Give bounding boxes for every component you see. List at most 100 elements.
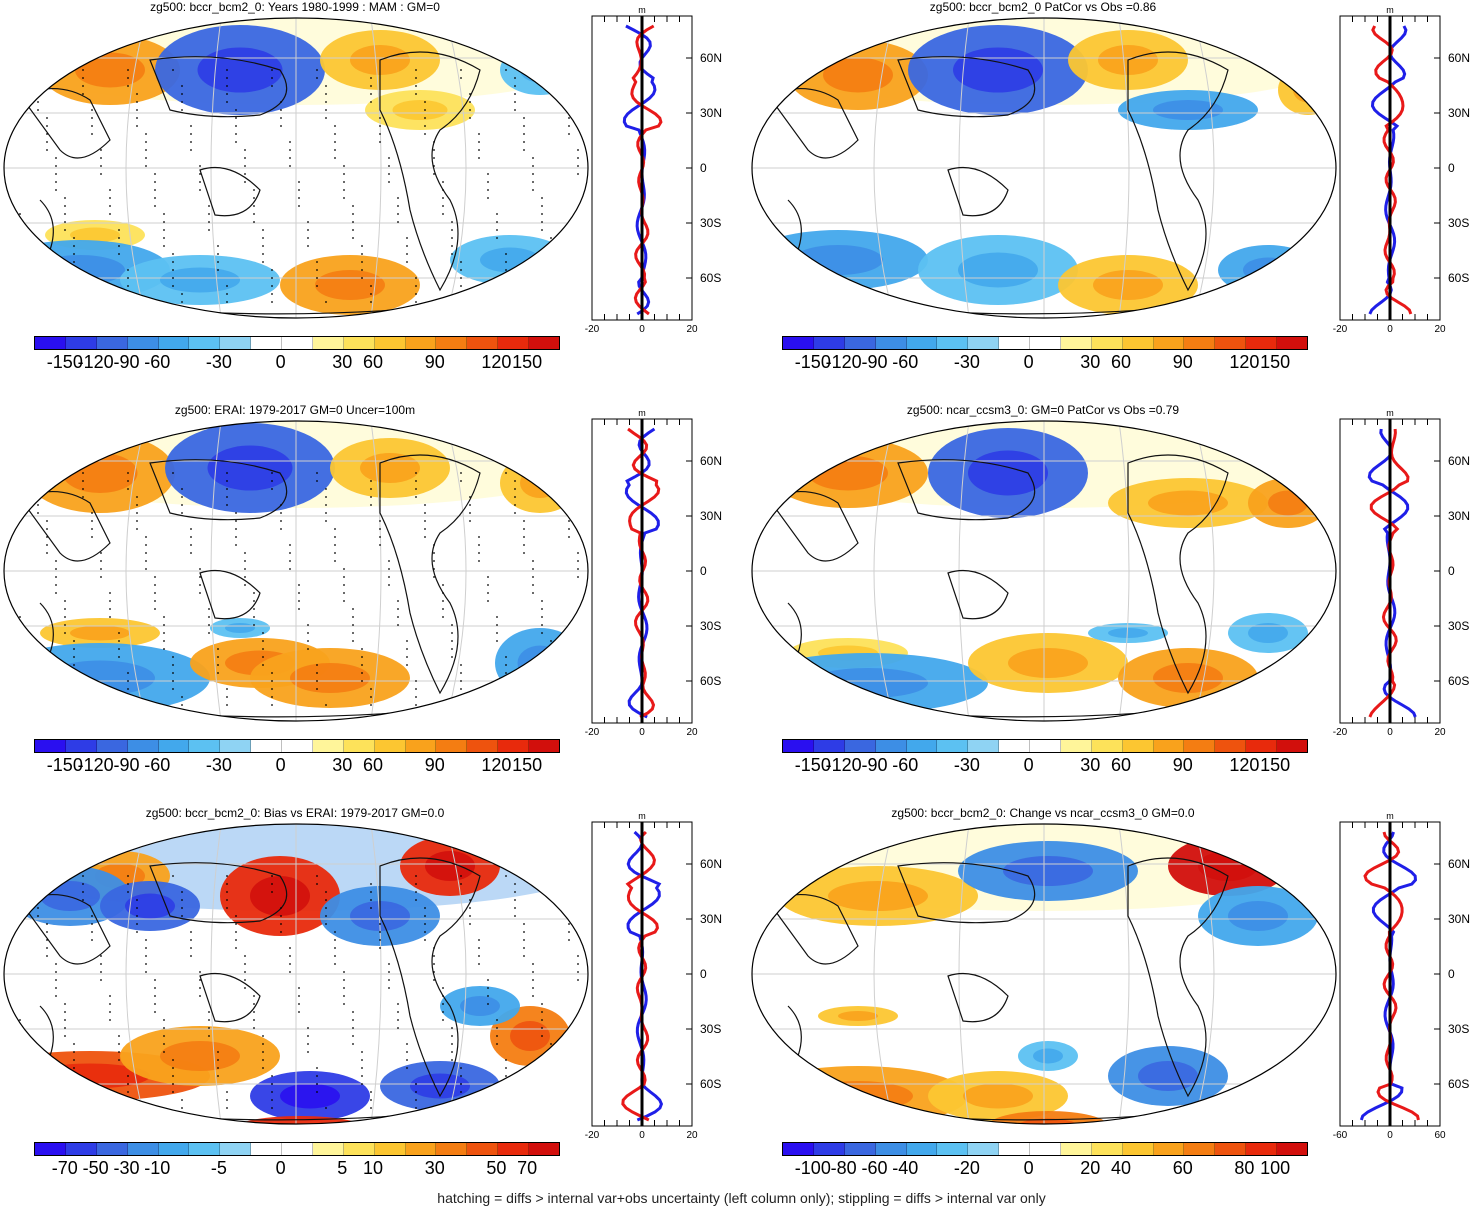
lat-label: 30N <box>700 509 723 523</box>
colorbar-labels: -150 -120 -90 -60 -30 0 30 60 90 120 150 <box>34 352 558 374</box>
colorbar-swatch <box>906 740 938 752</box>
anomaly-patch <box>500 453 580 513</box>
colorbar-tick-label: 0 <box>275 755 286 775</box>
colorbar-swatch <box>529 337 559 349</box>
colorbar-swatch <box>875 337 907 349</box>
lat-label: 30S <box>700 619 722 633</box>
colorbar-tick-label: 0 <box>1023 755 1034 775</box>
colorbar-swatch <box>1060 1143 1092 1155</box>
profile-tick-label: 0 <box>1387 324 1393 335</box>
colorbar-swatch <box>999 1143 1030 1155</box>
colorbar-labels: -70 -50 -30 -10 -5 0 5 10 30 50 70 <box>34 1158 558 1180</box>
colorbar-tick-label: -60 <box>861 1158 888 1178</box>
colorbar <box>34 1142 560 1156</box>
colorbar-swatch <box>906 337 938 349</box>
lat-label: 60N <box>1448 51 1471 65</box>
map-border <box>751 420 1337 722</box>
anomaly-field <box>4 421 588 721</box>
colorbar-swatch <box>1153 740 1185 752</box>
lat-label: 30N <box>1448 106 1471 120</box>
coastline <box>947 972 1009 1023</box>
colorbar-swatch <box>312 1143 344 1155</box>
colorbar-swatch <box>65 1143 97 1155</box>
panel-title: zg500: ncar_ccsm3_0: GM=0 PatCor vs Obs … <box>906 403 1180 417</box>
map-plot: m <box>751 408 1441 724</box>
colorbar-swatch <box>312 740 344 752</box>
colorbar-tick-label: 120 <box>481 755 512 775</box>
colorbar-tick-label: -50 <box>82 1158 109 1178</box>
profile-tick-label: 0 <box>639 727 645 738</box>
lat-label: 0 <box>700 161 707 175</box>
colorbar-tick-label: -120 <box>825 755 862 775</box>
colorbar-swatch <box>405 740 437 752</box>
coastline <box>149 459 288 521</box>
colorbar-swatch <box>1122 1143 1154 1155</box>
coastline <box>1127 857 1229 1098</box>
colorbar-swatch <box>127 337 159 349</box>
colorbar-swatch <box>96 337 128 349</box>
coastline <box>379 857 481 1098</box>
coastline <box>897 862 1036 924</box>
lat-label: 30S <box>1448 1022 1470 1036</box>
profile-tick-label: 0 <box>639 1130 645 1141</box>
colorbar-tick-label: -150 <box>46 755 83 775</box>
profile-unit: m <box>638 5 646 15</box>
colorbar-swatch <box>374 740 406 752</box>
map-border <box>751 823 1337 1125</box>
colorbar-tick-label: 30 <box>332 755 353 775</box>
colorbar-tick-label: 60 <box>1172 1158 1193 1178</box>
lat-label: 60N <box>1448 454 1471 468</box>
colorbar-swatch <box>343 740 375 752</box>
lat-label: 0 <box>1448 967 1455 981</box>
lat-label: 30N <box>1448 509 1471 523</box>
colorbar-swatch <box>436 1143 468 1155</box>
colorbar-tick-label: 120 <box>1229 755 1260 775</box>
coastline <box>199 166 261 217</box>
colorbar-swatch <box>1091 337 1123 349</box>
colorbar-swatch <box>436 337 468 349</box>
colorbar-tick-label: -90 <box>113 352 140 372</box>
zonal-profile: m <box>591 408 693 724</box>
profile-unit: m <box>638 408 646 418</box>
colorbar-tick-label: -120 <box>77 352 114 372</box>
profile-tick-label: 20 <box>1434 727 1446 738</box>
colorbar-tick-label: 70 <box>517 1158 538 1178</box>
colorbar-swatch <box>875 1143 907 1155</box>
profile-tick-label: 0 <box>639 324 645 335</box>
profile-tick-label: -20 <box>584 1130 600 1141</box>
lat-label: 60S <box>700 674 722 688</box>
colorbar-tick-label: 5 <box>337 1158 348 1178</box>
lat-label: 60S <box>1448 271 1470 285</box>
panel-title: zg500: bccr_bcm2_0: Years 1980-1999 : MA… <box>150 0 440 14</box>
map-plot: m <box>3 408 693 724</box>
anomaly-patch <box>988 1111 1108 1124</box>
colorbar-tick-label: -70 <box>51 1158 78 1178</box>
colorbar-swatch <box>1153 337 1185 349</box>
colorbar-swatch <box>1030 1143 1061 1155</box>
colorbar-swatch <box>96 740 128 752</box>
colorbar-swatch <box>1153 1143 1185 1155</box>
colorbar-tick-label: 90 <box>424 755 445 775</box>
footer-caption: hatching = diffs > internal var+obs unce… <box>437 1190 1046 1206</box>
map-panel: zg500: ncar_ccsm3_0: GM=0 PatCor vs Obs … <box>748 403 1483 798</box>
colorbar-swatch <box>312 337 344 349</box>
colorbar-tick-label: -150 <box>794 352 831 372</box>
colorbar-tick-label: -120 <box>825 352 862 372</box>
colorbar-tick-label: -30 <box>113 1158 140 1178</box>
anomaly-patch <box>495 628 585 698</box>
colorbar-swatch <box>220 740 252 752</box>
lat-label: 30S <box>1448 619 1470 633</box>
colorbar-swatch <box>127 1143 159 1155</box>
zonal-profile: m <box>591 5 693 321</box>
colorbar-swatch <box>65 740 97 752</box>
colorbar-tick-label: -150 <box>794 755 831 775</box>
map-panel: zg500: bccr_bcm2_0: Bias vs ERAI: 1979-2… <box>0 806 740 1201</box>
colorbar-swatch <box>35 740 66 752</box>
colorbar-tick-label: 150 <box>1260 352 1291 372</box>
lat-label: 60N <box>1448 857 1471 871</box>
colorbar-swatch <box>1246 337 1277 349</box>
lat-label: 30N <box>700 106 723 120</box>
anomaly-patch <box>500 45 580 95</box>
colorbar-swatch <box>282 337 313 349</box>
colorbar-swatch <box>374 337 406 349</box>
